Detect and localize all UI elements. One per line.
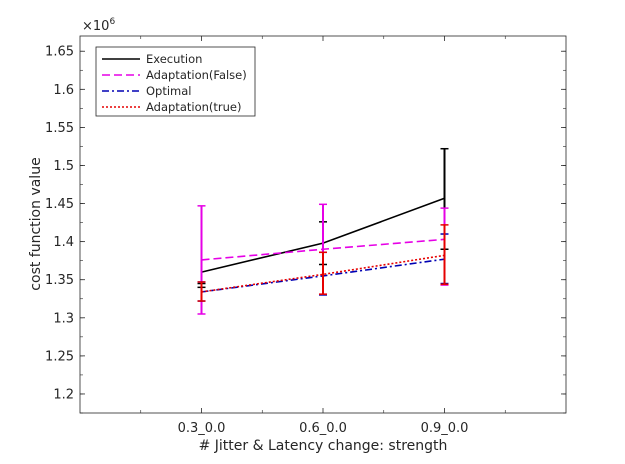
y-axis-title: cost function value [28,157,44,290]
y-tick-label: 1.65 [45,45,74,60]
y-tick-label: 1.2 [53,387,74,402]
y-tick-label: 1.25 [45,349,74,364]
y-exponent-label: ×106 [82,17,115,34]
x-tick-label: 0.9_0.0 [421,421,469,436]
y-exponent-base: ×10 [82,19,109,34]
y-tick-labels: 1.2 1.25 1.3 1.35 1.4 1.45 1.5 1.55 1.6 1.65 [45,45,74,403]
y-tick-label: 1.6 [53,83,74,98]
legend-label: Adaptation(true) [146,100,241,114]
legend-label: Execution [146,52,202,66]
series-line [201,254,445,293]
series-layer [197,147,449,315]
y-tick-label: 1.4 [53,235,74,250]
x-axis-title: # Jitter & Latency change: strength [199,438,448,454]
axis-ticks [80,36,566,414]
legend: Execution Adaptation(False) Optimal Adaptat… [95,46,256,117]
x-tick-label: 0.6_0.0 [299,421,347,436]
y-tick-label: 1.55 [45,121,74,136]
y-tick-label: 1.3 [53,311,74,326]
series-3 [197,224,449,302]
y-tick-label: 1.5 [53,159,74,174]
series-line [201,238,445,261]
legend-label: Optimal [146,84,192,98]
x-tick-labels: 0.3_0.0 0.6_0.0 0.9_0.0 [178,421,469,436]
y-tick-label: 1.45 [45,197,74,212]
legend-label: Adaptation(False) [146,68,247,82]
y-tick-label: 1.35 [45,273,74,288]
x-tick-label: 0.3_0.0 [178,421,226,436]
y-exponent-power: 6 [109,17,115,27]
legend-items: Execution Adaptation(False) Optimal Adaptat… [102,52,247,114]
